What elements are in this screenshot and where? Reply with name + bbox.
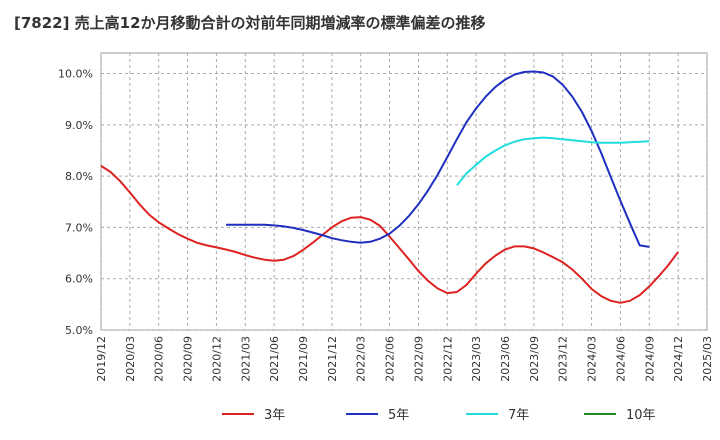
x-tick-label: 2023/03 [470,336,483,382]
x-tick-label: 2021/09 [297,336,310,382]
x-tick-label: 2023/06 [499,336,512,382]
x-tick-label: 2020/06 [153,336,166,382]
x-tick-label: 2021/03 [239,336,252,382]
x-tick-label: 2024/06 [614,336,627,382]
grid-layer [100,53,708,331]
series-line-3年 [100,165,679,304]
x-tick-label: 2022/12 [441,336,454,382]
y-tick-label: 9.0% [65,119,93,132]
x-tick-label: 2020/09 [182,336,195,382]
series-line-5年 [226,70,650,248]
x-tick-label: 2019/12 [95,336,108,382]
series-layer [100,70,679,304]
legend-label: 3年 [264,408,285,423]
x-tick-label: 2023/09 [528,336,541,382]
x-tick-label: 2024/09 [643,336,656,382]
x-tick-label: 2025/03 [701,336,714,382]
series-line-7年 [456,136,650,186]
y-tick-label: 10.0% [58,68,93,81]
y-tick-label: 5.0% [65,324,93,337]
x-tick-label: 2021/06 [268,336,281,382]
x-tick-label: 2023/12 [557,336,570,382]
y-tick-label: 6.0% [65,273,93,286]
x-tick-label: 2024/03 [586,336,599,382]
x-tick-label: 2022/03 [355,336,368,382]
y-tick-label: 7.0% [65,221,93,234]
chart-title: [7822] 売上高12か月移動合計の対前年同期増減率の標準偏差の推移 [14,14,486,32]
x-tick-label: 2021/12 [326,336,339,382]
x-tick-label: 2022/09 [412,336,425,382]
x-tick-label: 2024/12 [672,336,685,382]
legend: 3年 5年 7年 10年 [222,408,656,423]
legend-label: 10年 [626,408,656,423]
x-tick-label: 2020/12 [210,336,223,382]
legend-label: 7年 [508,408,529,423]
x-axis: 2019/12 2020/03 2020/06 2020/09 2020/12 2021/… [95,336,714,382]
legend-label: 5年 [388,408,409,423]
x-tick-label: 2022/06 [384,336,397,382]
y-axis: 5.0% 6.0% 7.0% 8.0% 9.0% 10.0% [58,68,93,337]
x-tick-label: 2020/03 [124,336,137,382]
y-tick-label: 8.0% [65,170,93,183]
